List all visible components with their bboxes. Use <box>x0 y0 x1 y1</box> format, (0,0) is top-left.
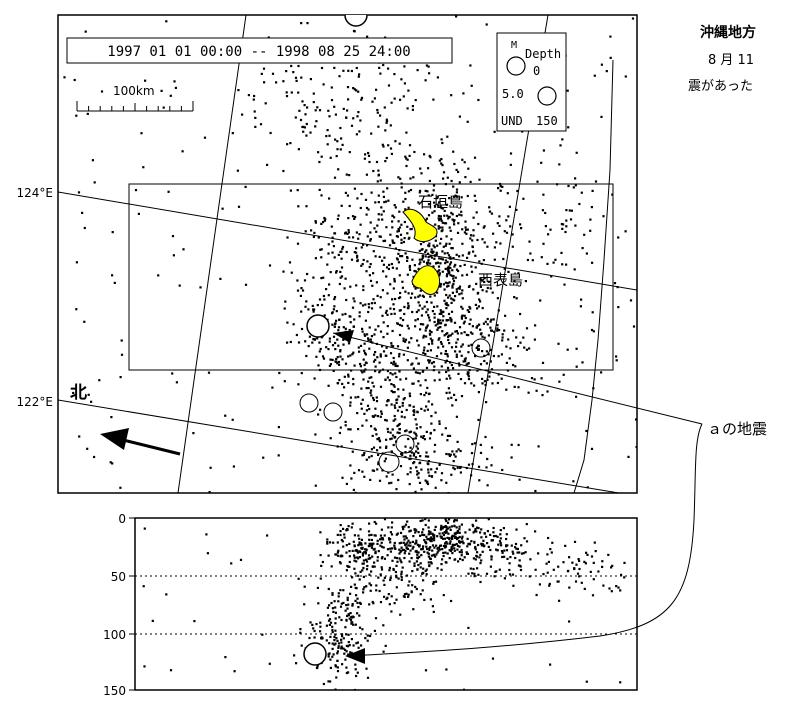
coast-line <box>573 59 614 493</box>
leader-arrowhead-epicenter <box>333 330 354 343</box>
region-title: 沖縄地方 <box>700 25 756 41</box>
legend-depth-top: 0 <box>533 64 540 78</box>
depth-tick-0: 0 <box>118 512 126 526</box>
callout-leaders <box>332 330 703 664</box>
event-circle <box>344 15 368 27</box>
iriomote-island <box>411 265 441 295</box>
epicenter-dots <box>63 15 637 493</box>
legend-depth-label: Depth <box>525 47 561 61</box>
hypocenter-dots <box>142 518 626 690</box>
scale-label: 100km <box>113 84 155 98</box>
event-a-epicenter <box>306 314 330 338</box>
description-line-2: 震があった <box>688 79 754 94</box>
cross-section-area <box>128 183 614 371</box>
event-a-hypocenter <box>303 642 327 666</box>
leader-arrowhead-hypocenter <box>345 648 365 664</box>
event-circle <box>395 434 415 454</box>
legend-box <box>496 32 567 132</box>
legend-und-label: UND <box>501 114 523 128</box>
depth-tick-50: 50 <box>111 570 126 584</box>
grid-line <box>58 399 622 493</box>
event-circle <box>471 338 491 358</box>
leader-to-hypocenter <box>347 423 703 657</box>
legend-m-label: M <box>511 40 517 51</box>
iriomote-label: 西表島 <box>478 271 523 289</box>
ishigaki-island <box>402 208 438 243</box>
legend-magnitude-circle <box>506 56 526 76</box>
description-text: 8 月 11 震があった <box>688 48 803 100</box>
period-box <box>66 37 453 64</box>
event-a-label: ａの地震 <box>707 420 768 438</box>
event-circle <box>378 451 400 473</box>
event-circle <box>299 393 319 413</box>
legend-depth-circle <box>537 86 557 106</box>
ishigaki-label: 石垣島 <box>418 193 463 211</box>
depth-tick-150: 150 <box>103 684 126 698</box>
legend: M Depth 0 5.0 UND 150 <box>496 32 567 132</box>
event-circle <box>323 402 343 422</box>
depth-tick-100: 100 <box>103 628 126 642</box>
grid-line <box>58 191 637 291</box>
scale-bar <box>76 101 194 112</box>
north-label: 北 <box>70 383 87 403</box>
cross-section-frame <box>134 517 638 691</box>
north-arrow <box>100 428 181 456</box>
depth-ticks <box>129 517 135 691</box>
depth-cross-section: 0 50 100 150 <box>103 512 638 698</box>
leader-to-epicenter <box>332 332 703 425</box>
lon-label-124: 124°E <box>17 186 54 200</box>
lon-label-122: 122°E <box>17 395 54 409</box>
description-line-1: 8 月 11 <box>708 53 755 68</box>
grid-line <box>177 15 247 493</box>
legend-magnitude-value: 5.0 <box>502 87 524 101</box>
legend-depth-bottom: 150 <box>536 114 558 128</box>
period-label: 1997 01 01 00:00 -- 1998 08 25 24:00 <box>107 44 410 60</box>
epicenter-map: 1997 01 01 00:00 -- 1998 08 25 24:00 100… <box>17 14 638 494</box>
